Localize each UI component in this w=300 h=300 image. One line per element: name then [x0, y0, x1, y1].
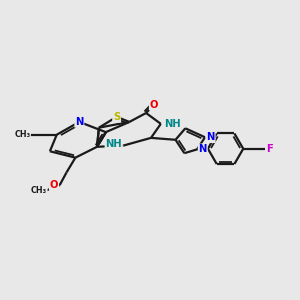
Text: N: N [199, 144, 207, 154]
Text: CH₃: CH₃ [31, 186, 47, 195]
Text: O: O [150, 100, 158, 110]
Text: NH: NH [165, 119, 181, 129]
Text: N: N [206, 132, 215, 142]
Text: F: F [266, 144, 273, 154]
Text: S: S [113, 112, 120, 122]
Text: N: N [75, 117, 83, 127]
Text: NH: NH [105, 139, 122, 149]
Text: O: O [50, 180, 58, 190]
Text: CH₃: CH₃ [14, 130, 30, 139]
